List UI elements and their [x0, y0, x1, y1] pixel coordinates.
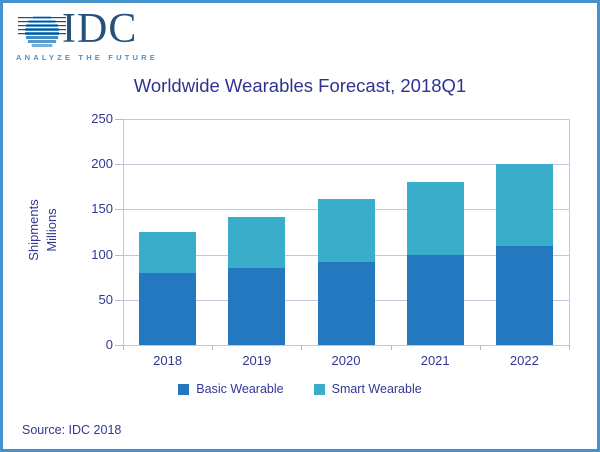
- x-axis-tick: [301, 345, 303, 350]
- y-tick-label: 250: [91, 111, 113, 126]
- gridline-200: [123, 164, 569, 166]
- x-tick-label-2020: 2020: [331, 353, 361, 368]
- y-axis-title: Shipments Millions: [25, 160, 67, 300]
- bar-2018-basic-wearable: [139, 272, 197, 345]
- legend-swatch-icon: [178, 383, 190, 395]
- legend-item-basic-wearable: Basic Wearable: [178, 382, 284, 396]
- y-axis-tick: [115, 119, 123, 120]
- y-axis-tick: [115, 254, 123, 256]
- plot-left-border: [123, 119, 124, 345]
- bar-2020-basic-wearable: [317, 261, 375, 345]
- legend-item-smart-wearable: Smart Wearable: [313, 382, 422, 396]
- legend-label: Smart Wearable: [331, 382, 422, 396]
- x-tick-label-2018: 2018: [153, 353, 183, 368]
- idc-logo-tagline: ANALYZE THE FUTURE: [16, 53, 158, 62]
- x-axis-tick: [390, 345, 392, 350]
- idc-globe-icon: [18, 16, 66, 47]
- legend-label: Basic Wearable: [196, 382, 284, 396]
- chart-title: Worldwide Wearables Forecast, 2018Q1: [133, 75, 467, 96]
- y-tick-label: 0: [105, 337, 113, 352]
- y-axis-title-line1: Shipments: [26, 199, 41, 261]
- legend-swatch-icon: [313, 383, 325, 395]
- gridline-0: [123, 345, 569, 346]
- y-axis-tick: [115, 345, 123, 346]
- bar-2022-basic-wearable: [495, 246, 553, 345]
- source-note: Source: IDC 2018: [22, 423, 122, 437]
- y-axis-title-line2: Millions: [44, 208, 59, 252]
- x-axis-tick: [569, 345, 570, 350]
- bar-2021-basic-wearable: [406, 254, 464, 345]
- x-tick-label-2022: 2022: [509, 353, 539, 368]
- bar-2020-smart-wearable: [317, 199, 375, 262]
- y-axis-tick: [115, 164, 123, 166]
- bar-2019-smart-wearable: [228, 216, 286, 269]
- x-axis-tick: [479, 345, 481, 350]
- plot-right-border: [569, 119, 570, 345]
- bar-2018-smart-wearable: [139, 232, 197, 273]
- y-axis-tick: [115, 209, 123, 211]
- y-tick-label: 200: [91, 156, 113, 172]
- y-tick-label: 50: [98, 291, 113, 307]
- legend: Basic Wearable Smart Wearable: [3, 382, 597, 396]
- x-tick-label-2019: 2019: [242, 353, 272, 368]
- y-tick-label: 150: [91, 201, 113, 217]
- y-tick-label: 100: [91, 246, 113, 262]
- gridline-250: [123, 119, 569, 120]
- bar-2021-smart-wearable: [406, 182, 464, 255]
- bar-2019-basic-wearable: [228, 268, 286, 345]
- bar-2022-smart-wearable: [495, 164, 553, 247]
- y-axis-tick: [115, 299, 123, 301]
- idc-logo: IDC ANALYZE THE FUTURE: [15, 7, 195, 63]
- x-tick-label-2021: 2021: [420, 353, 450, 368]
- idc-logo-text: IDC: [62, 6, 138, 52]
- x-axis-tick: [123, 345, 124, 350]
- x-axis-tick: [212, 345, 214, 350]
